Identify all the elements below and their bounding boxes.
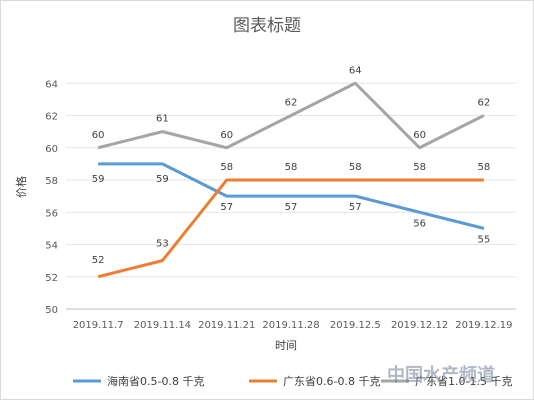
data-label: 59: [92, 174, 105, 185]
data-label: 52: [92, 255, 105, 266]
y-tick-label: 54: [45, 241, 58, 252]
data-label: 57: [220, 202, 233, 213]
y-tick-label: 58: [45, 176, 58, 187]
data-label: 60: [92, 130, 105, 141]
series-line: [98, 162, 485, 230]
legend-label: 广东省1.0-1.5 千克: [415, 375, 512, 388]
chart-title: 图表标题: [233, 16, 301, 36]
x-tick-label: 2019.12.5: [330, 320, 381, 331]
x-tick-label: 2019.11.28: [262, 320, 319, 331]
legend: 海南省0.5-0.8 千克 广东省0.6-0.8 千克 广东省1.0-1.5 千克: [73, 374, 512, 388]
y-tick-label: 64: [45, 79, 58, 90]
data-label: 55: [477, 234, 490, 245]
data-label: 58: [285, 162, 298, 173]
data-label: 64: [349, 65, 362, 76]
x-tick-label: 2019.12.12: [391, 320, 448, 331]
data-labels: 59 59 57 57 57 56 55 52 53 58 58 58 58 58 60 61 60 62 64 60…: [92, 65, 490, 266]
data-label: 59: [156, 174, 169, 185]
data-label: 61: [156, 114, 169, 125]
x-tick-label: 2019.12.19: [455, 320, 512, 331]
data-label: 57: [349, 202, 362, 213]
x-tick-label: 2019.11.14: [134, 320, 191, 331]
data-label: 57: [285, 202, 298, 213]
y-tick-label: 62: [45, 112, 58, 123]
data-label: 60: [220, 130, 233, 141]
y-tick-label: 60: [45, 144, 58, 155]
y-tick-label: 50: [45, 305, 58, 316]
data-label: 58: [477, 162, 490, 173]
data-label: 58: [220, 162, 233, 173]
data-label: 53: [156, 239, 169, 250]
x-tick-labels: 2019.11.7 2019.11.14 2019.11.21 2019.11.28 2…: [73, 320, 513, 331]
watermark-text: 中国水产频道: [387, 364, 495, 386]
x-tick-label: 2019.11.7: [73, 320, 124, 331]
data-label: 62: [477, 98, 490, 109]
data-label: 58: [413, 162, 426, 173]
data-label: 60: [413, 130, 426, 141]
data-label: 62: [285, 98, 298, 109]
y-axis-title: 价格: [14, 176, 28, 198]
series-lines: [97, 81, 485, 279]
series-line: [97, 81, 485, 150]
y-tick-label: 56: [45, 208, 58, 219]
x-tick-label: 2019.11.21: [198, 320, 255, 331]
data-label: 56: [413, 218, 426, 229]
y-tick-labels: 50 52 54 56 58 60 62 64: [45, 79, 58, 316]
legend-label: 广东省0.6-0.8 千克: [283, 375, 380, 388]
x-axis-title: 时间: [275, 339, 297, 352]
series-line: [97, 178, 484, 279]
legend-label: 海南省0.5-0.8 千克: [107, 374, 204, 388]
y-tick-label: 52: [45, 273, 58, 284]
data-label: 58: [349, 162, 362, 173]
